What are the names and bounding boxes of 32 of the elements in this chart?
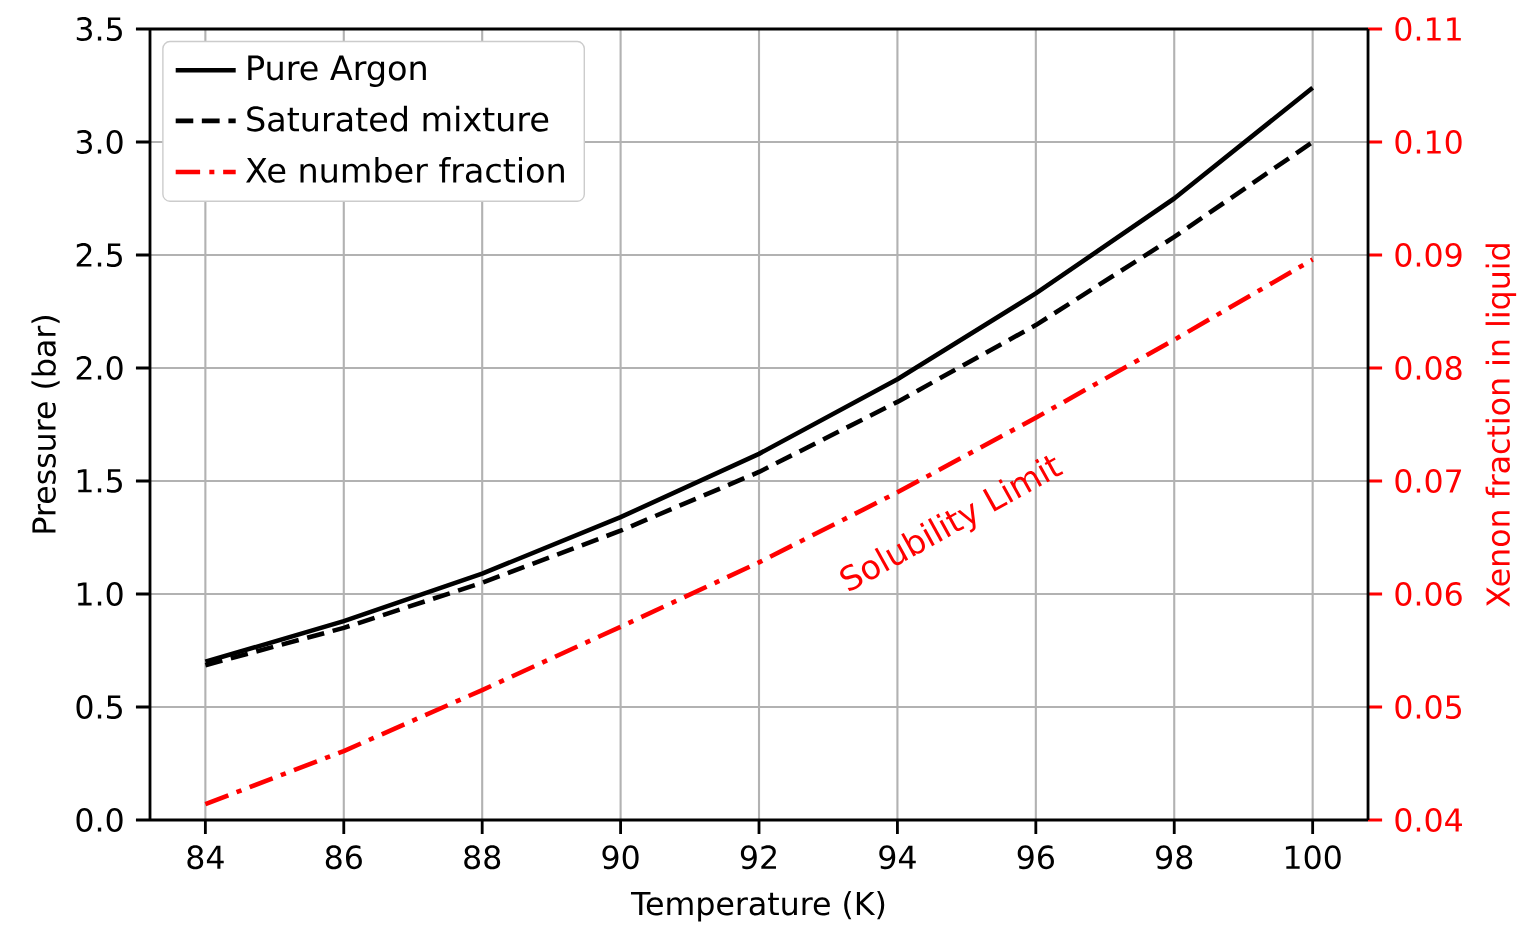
x-tick-label: 96 (1017, 845, 1054, 870)
y2-tick-label: 0.04 (1395, 808, 1462, 832)
y2-tick-label: 0.10 (1395, 130, 1462, 154)
y2-tick-label: 0.11 (1395, 17, 1461, 41)
legend-label: Pure Argon (248, 55, 426, 87)
y-tick-label: 3.5 (76, 17, 122, 41)
x-tick-label: 90 (602, 845, 639, 870)
x-tick-label: 86 (325, 845, 362, 870)
y2-tick-label: 0.08 (1395, 356, 1462, 380)
y2-tick-label: 0.05 (1395, 695, 1461, 719)
y-tick-label: 0.5 (76, 695, 122, 719)
y2-tick-label: 0.09 (1395, 243, 1462, 267)
y2-tick-label: 0.07 (1395, 469, 1462, 493)
y-tick-label: 2.5 (76, 243, 122, 267)
x-tick-label: 88 (464, 845, 501, 870)
x-tick-label: 100 (1285, 845, 1341, 870)
x-tick-label: 94 (879, 845, 916, 870)
y-tick-label: 3.0 (76, 130, 123, 154)
x-tick-label: 92 (740, 845, 776, 870)
legend-label: Xe number fraction (246, 157, 564, 183)
legend-label: Saturated mixture (247, 105, 549, 132)
y-tick-label: 2.0 (76, 356, 123, 380)
x-tick-label: 98 (1156, 845, 1193, 870)
y2-axis-title: Xenon fraction in liquid (1485, 244, 1517, 607)
x-axis-title: Temperature (K) (630, 890, 885, 922)
x-tick-label: 84 (187, 845, 224, 870)
y2-tick-label: 0.06 (1395, 582, 1462, 606)
y-tick-label: 1.5 (77, 469, 122, 493)
line-series (203, 257, 1315, 807)
y-tick-label: 1.0 (77, 582, 123, 606)
y-tick-label: 0.0 (76, 808, 123, 832)
y-axis-title: Pressure (bar) (31, 316, 60, 533)
